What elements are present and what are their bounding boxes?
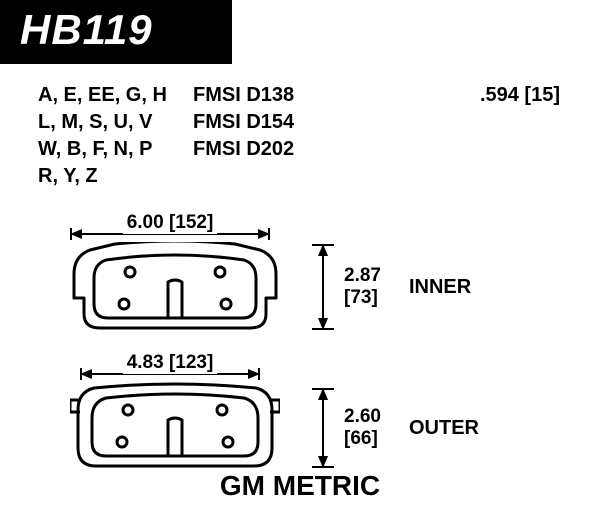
inner-width-dimension: 6.00 [152]	[70, 214, 270, 240]
outer-width-label: 4.83 [123]	[123, 352, 218, 374]
outer-height-in: 2.60	[344, 406, 381, 428]
inner-side-label: INNER	[409, 276, 471, 299]
outer-height-dimension: 2.60 [66] OUTER	[310, 388, 479, 468]
fmsi-line: FMSI D154	[193, 109, 373, 136]
inner-height-dimension: 2.87 [73] INNER	[310, 244, 471, 330]
dimension-arrow-icon	[310, 244, 336, 330]
diagram-area: 6.00 [152]	[0, 208, 600, 498]
dimension-arrow-icon	[310, 388, 336, 468]
inner-height-label: 2.87 [73]	[344, 265, 381, 309]
outer-height-label: 2.60 [66]	[344, 406, 381, 450]
part-number: HB119	[20, 6, 153, 53]
inner-height-in: 2.87	[344, 265, 381, 287]
outer-pad-block: 4.83 [123]	[70, 354, 280, 474]
outer-pad-icon	[70, 382, 280, 474]
outer-width-dimension: 4.83 [123]	[80, 354, 260, 380]
outer-height-mm: [66]	[344, 428, 381, 450]
outer-side-label: OUTER	[409, 417, 479, 440]
fmsi-line: FMSI D202	[193, 136, 373, 163]
thickness: .594 [15]	[480, 82, 570, 190]
product-family-title: GM METRIC	[0, 470, 600, 502]
compound-line: L, M, S, U, V	[38, 109, 193, 136]
inner-pad-icon	[70, 242, 280, 334]
part-number-header: HB119	[0, 0, 232, 64]
inner-height-mm: [73]	[344, 287, 381, 309]
info-row: A, E, EE, G, H L, M, S, U, V W, B, F, N,…	[0, 64, 600, 190]
fmsi-line: FMSI D138	[193, 82, 373, 109]
inner-width-label: 6.00 [152]	[123, 212, 218, 234]
compound-line: A, E, EE, G, H	[38, 82, 193, 109]
compound-line: W, B, F, N, P	[38, 136, 193, 163]
compound-codes: A, E, EE, G, H L, M, S, U, V W, B, F, N,…	[38, 82, 193, 190]
thickness-value: .594 [15]	[480, 84, 560, 106]
compound-line: R, Y, Z	[38, 163, 193, 190]
fmsi-codes: FMSI D138 FMSI D154 FMSI D202	[193, 82, 373, 190]
inner-pad-block: 6.00 [152]	[70, 214, 280, 334]
